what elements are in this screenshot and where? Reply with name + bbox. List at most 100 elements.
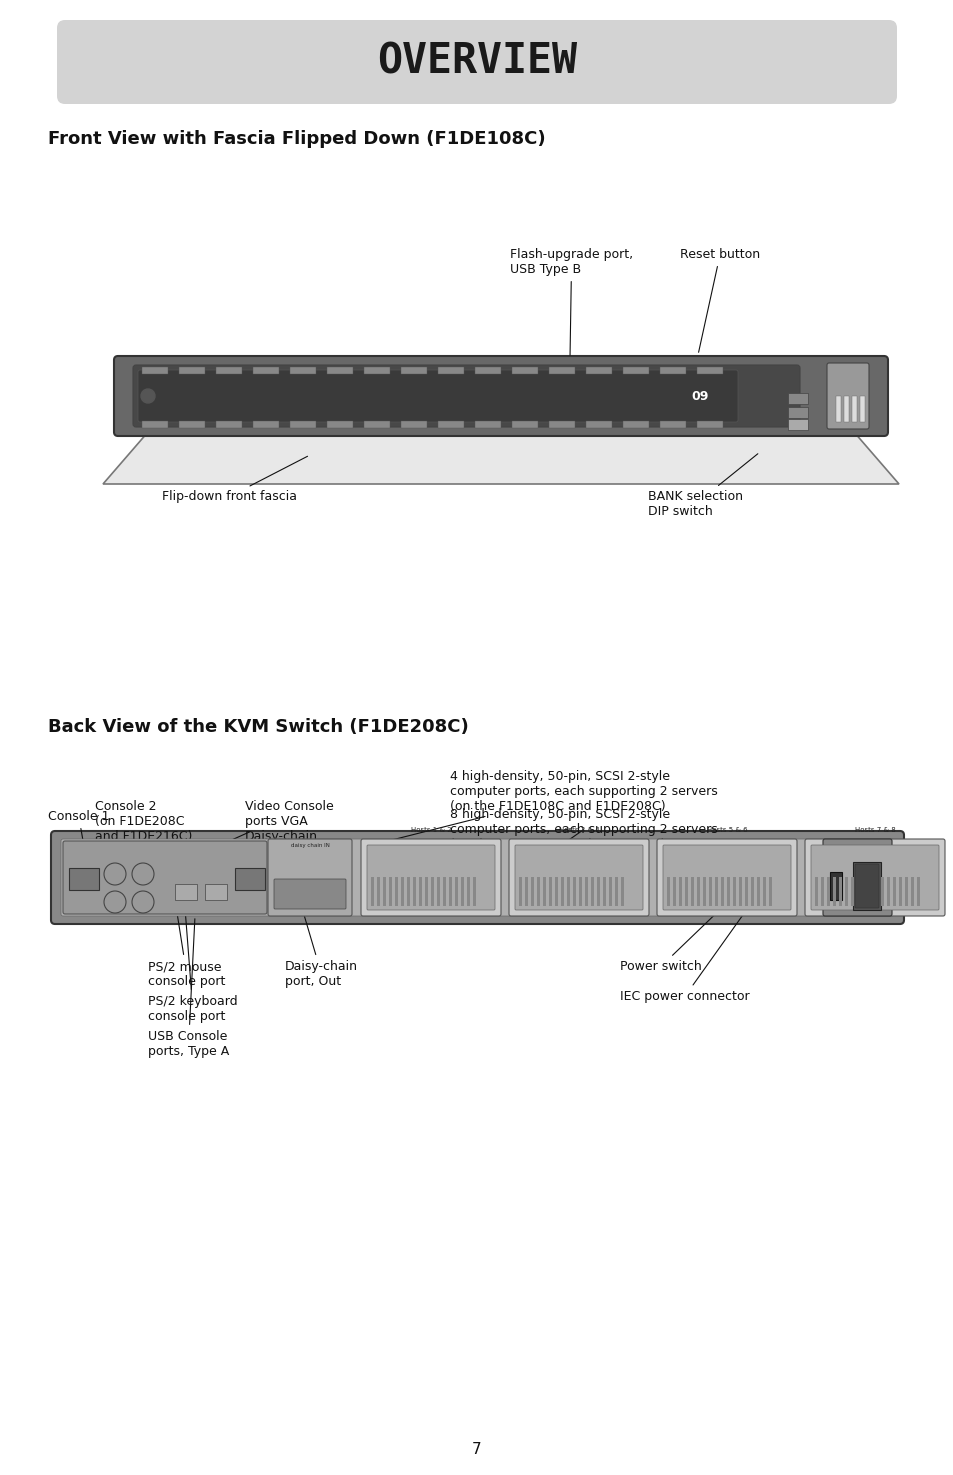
Bar: [732, 878, 735, 906]
Bar: [400, 878, 403, 906]
Bar: [720, 878, 723, 906]
Bar: [697, 367, 722, 375]
Bar: [584, 878, 587, 906]
Bar: [697, 420, 722, 428]
FancyBboxPatch shape: [113, 355, 887, 437]
Bar: [205, 884, 227, 900]
FancyBboxPatch shape: [367, 845, 495, 910]
Bar: [659, 367, 685, 375]
Bar: [142, 367, 168, 375]
Bar: [174, 884, 196, 900]
Bar: [512, 420, 537, 428]
FancyBboxPatch shape: [822, 839, 891, 916]
Bar: [622, 367, 648, 375]
Text: Power switch: Power switch: [619, 901, 727, 974]
Bar: [524, 878, 527, 906]
Bar: [455, 878, 457, 906]
Bar: [389, 878, 392, 906]
Bar: [697, 878, 700, 906]
Bar: [215, 420, 242, 428]
FancyBboxPatch shape: [826, 363, 868, 429]
Polygon shape: [103, 432, 898, 484]
Text: 4 high-density, 50-pin, SCSI 2-style
computer ports, each supporting 2 servers
(: 4 high-density, 50-pin, SCSI 2-style com…: [382, 770, 717, 842]
Bar: [382, 878, 386, 906]
Bar: [622, 420, 648, 428]
Bar: [69, 867, 99, 889]
Text: OVERVIEW: OVERVIEW: [376, 41, 577, 83]
Text: Reset button: Reset button: [679, 248, 760, 353]
Bar: [904, 878, 907, 906]
Bar: [829, 872, 841, 900]
Bar: [327, 420, 353, 428]
Bar: [290, 367, 315, 375]
Bar: [327, 367, 353, 375]
Bar: [555, 878, 558, 906]
Bar: [364, 367, 390, 375]
Text: Flip-down front fascia: Flip-down front fascia: [162, 456, 307, 503]
Bar: [856, 878, 859, 906]
Bar: [590, 878, 594, 906]
Bar: [376, 878, 379, 906]
Text: 7: 7: [472, 1443, 481, 1457]
Bar: [542, 878, 545, 906]
Bar: [886, 878, 889, 906]
Bar: [916, 878, 919, 906]
Bar: [473, 878, 476, 906]
FancyBboxPatch shape: [268, 839, 352, 916]
Bar: [560, 878, 563, 906]
Bar: [460, 878, 463, 906]
Bar: [851, 395, 856, 422]
Bar: [475, 367, 500, 375]
Bar: [234, 867, 265, 889]
Bar: [364, 420, 390, 428]
Bar: [573, 878, 576, 906]
Bar: [880, 878, 883, 906]
FancyBboxPatch shape: [804, 839, 944, 916]
Text: Hosts 3 & 4: Hosts 3 & 4: [558, 827, 598, 833]
Text: PS/2 mouse
console port: PS/2 mouse console port: [148, 903, 225, 988]
Bar: [768, 878, 771, 906]
Bar: [666, 878, 669, 906]
Bar: [750, 878, 753, 906]
Text: Daisy-chain
port, In: Daisy-chain port, In: [245, 830, 317, 858]
Bar: [739, 878, 741, 906]
Text: Console 2
(on F1DE208C
and F1DE216C): Console 2 (on F1DE208C and F1DE216C): [95, 799, 193, 850]
Bar: [537, 878, 539, 906]
FancyBboxPatch shape: [509, 839, 648, 916]
Bar: [179, 420, 205, 428]
Bar: [862, 878, 865, 906]
Bar: [253, 420, 278, 428]
FancyBboxPatch shape: [274, 879, 346, 909]
Bar: [814, 878, 817, 906]
Bar: [874, 878, 877, 906]
Bar: [371, 878, 374, 906]
Bar: [868, 878, 871, 906]
Bar: [602, 878, 605, 906]
FancyBboxPatch shape: [51, 830, 903, 923]
Bar: [142, 420, 168, 428]
Bar: [215, 367, 242, 375]
FancyBboxPatch shape: [132, 364, 800, 426]
Bar: [850, 878, 853, 906]
Bar: [566, 878, 569, 906]
Text: 8 high-density, 50-pin, SCSI 2-style
computer ports, each supporting 2 servers
(: 8 high-density, 50-pin, SCSI 2-style com…: [450, 808, 717, 851]
Text: Daisy-chain
port, Out: Daisy-chain port, Out: [285, 910, 357, 988]
Circle shape: [141, 389, 154, 403]
Bar: [762, 878, 765, 906]
Bar: [449, 878, 452, 906]
Bar: [859, 395, 864, 422]
Bar: [726, 878, 729, 906]
Text: Front View with Fascia Flipped Down (F1DE108C): Front View with Fascia Flipped Down (F1D…: [48, 130, 545, 148]
Bar: [436, 878, 439, 906]
Bar: [659, 420, 685, 428]
Bar: [467, 878, 470, 906]
Bar: [475, 420, 500, 428]
Bar: [548, 420, 575, 428]
Bar: [910, 878, 913, 906]
Bar: [615, 878, 618, 906]
Bar: [787, 407, 807, 417]
Bar: [418, 878, 421, 906]
Circle shape: [104, 891, 126, 913]
Bar: [835, 395, 841, 422]
FancyBboxPatch shape: [657, 839, 796, 916]
